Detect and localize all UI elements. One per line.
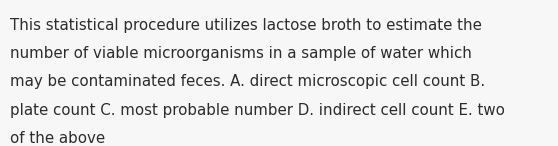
Text: plate count C. most probable number D. indirect cell count E. two: plate count C. most probable number D. i… xyxy=(10,103,505,118)
Text: This statistical procedure utilizes lactose broth to estimate the: This statistical procedure utilizes lact… xyxy=(10,18,482,33)
Text: may be contaminated feces. A. direct microscopic cell count B.: may be contaminated feces. A. direct mic… xyxy=(10,74,485,89)
Text: of the above: of the above xyxy=(10,131,105,146)
Text: number of viable microorganisms in a sample of water which: number of viable microorganisms in a sam… xyxy=(10,46,472,61)
